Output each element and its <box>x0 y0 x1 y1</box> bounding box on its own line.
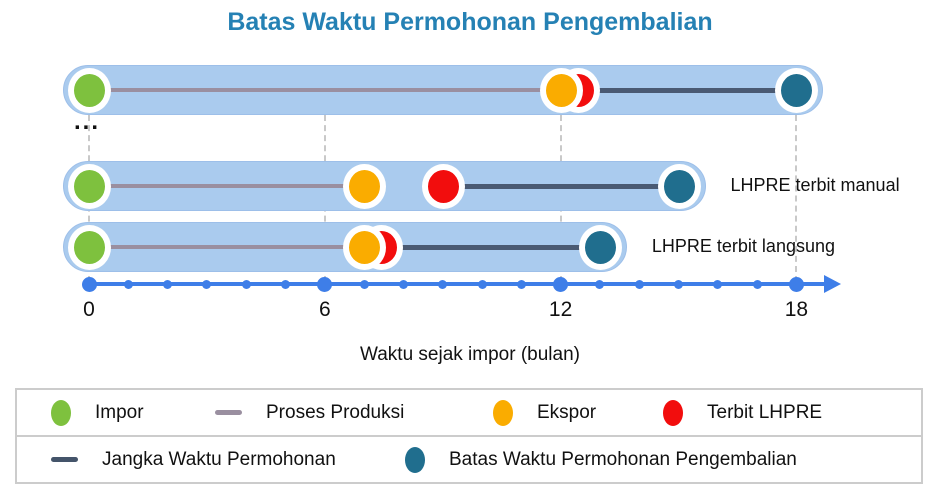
axis-tick-label: 12 <box>548 298 573 321</box>
jangka-waktu-line <box>577 88 797 93</box>
axis-minor-dot <box>595 279 605 289</box>
ekspor-dot-icon <box>493 399 513 426</box>
axis-minor-dot <box>634 279 644 289</box>
axis-minor-dot <box>359 279 369 289</box>
legend: Impor Proses Produksi Ekspor Terbit LHPRE J… <box>15 388 923 484</box>
x-axis-arrow-icon <box>824 275 841 293</box>
axis-minor-dot <box>163 279 173 289</box>
proses-produksi-line <box>89 184 365 188</box>
legend-label: Proses Produksi <box>266 401 405 423</box>
proses-produksi-line <box>89 88 561 92</box>
jangka-waktu-line <box>442 184 679 189</box>
axis-minor-dot <box>202 279 212 289</box>
legend-label: Impor <box>95 401 144 423</box>
axis-major-dot <box>788 276 804 292</box>
axis-tick-label: 18 <box>784 298 809 321</box>
axis-minor-dot <box>516 279 526 289</box>
axis-minor-dot <box>123 279 133 289</box>
row-label: LHPRE terbit langsung <box>651 236 835 256</box>
batas-dot <box>657 164 701 209</box>
axis-major-dot <box>81 276 97 292</box>
legend-item: Ekspor <box>493 390 596 435</box>
row-label: LHPRE terbit manual <box>730 175 900 195</box>
legend-label: Terbit LHPRE <box>707 401 823 423</box>
ekspor-dot <box>343 164 387 209</box>
gridline-month-18 <box>795 115 798 282</box>
legend-item: Proses Produksi <box>215 390 404 435</box>
proses-produksi-line <box>89 245 365 249</box>
legend-item: Terbit LHPRE <box>663 390 822 435</box>
axis-major-dot <box>317 276 333 292</box>
axis-tick-label: 0 <box>83 298 95 321</box>
axis-tick-label: 6 <box>318 298 331 321</box>
axis-minor-dot <box>674 279 683 289</box>
axis-minor-dot <box>241 279 251 289</box>
legend-label: Jangka Waktu Permohonan <box>102 448 336 470</box>
ekspor-dot <box>539 68 583 113</box>
axis-minor-dot <box>752 279 762 289</box>
chart-title: Batas Waktu Permohonan Pengembalian <box>227 8 713 36</box>
legend-row-2: Jangka Waktu Permohonan Batas Waktu Permo… <box>15 435 923 484</box>
batas-dot <box>578 225 622 270</box>
axis-minor-dot <box>477 279 487 289</box>
terbit-lhpre-dot <box>421 164 465 209</box>
axis-minor-dot <box>438 279 448 289</box>
legend-label: Ekspor <box>537 401 597 423</box>
axis-minor-dot <box>713 279 723 289</box>
legend-item: Jangka Waktu Permohonan <box>51 437 336 482</box>
impor-dot <box>68 164 111 209</box>
x-axis-line <box>85 282 826 286</box>
impor-dot <box>68 68 111 113</box>
axis-minor-dot <box>281 279 290 289</box>
batas-dot-icon <box>405 446 425 473</box>
legend-label: Batas Waktu Permohonan Pengembalian <box>449 448 797 470</box>
impor-dot-icon <box>51 399 71 426</box>
batas-dot <box>775 68 819 113</box>
proses-produksi-line-icon <box>215 410 242 415</box>
terbit-lhpre-dot-icon <box>663 399 683 426</box>
legend-item: Impor <box>51 390 144 435</box>
axis-minor-dot <box>398 279 408 289</box>
legend-item: Batas Waktu Permohonan Pengembalian <box>405 437 797 482</box>
x-axis-label: Waktu sejak impor (bulan) <box>360 344 580 365</box>
jangka-waktu-line <box>381 245 600 250</box>
impor-dot <box>68 225 111 270</box>
legend-row-1: Impor Proses Produksi Ekspor Terbit LHPRE <box>15 388 923 437</box>
axis-major-dot <box>553 276 569 292</box>
jangka-waktu-line-icon <box>51 457 78 462</box>
ekspor-dot <box>343 225 387 270</box>
